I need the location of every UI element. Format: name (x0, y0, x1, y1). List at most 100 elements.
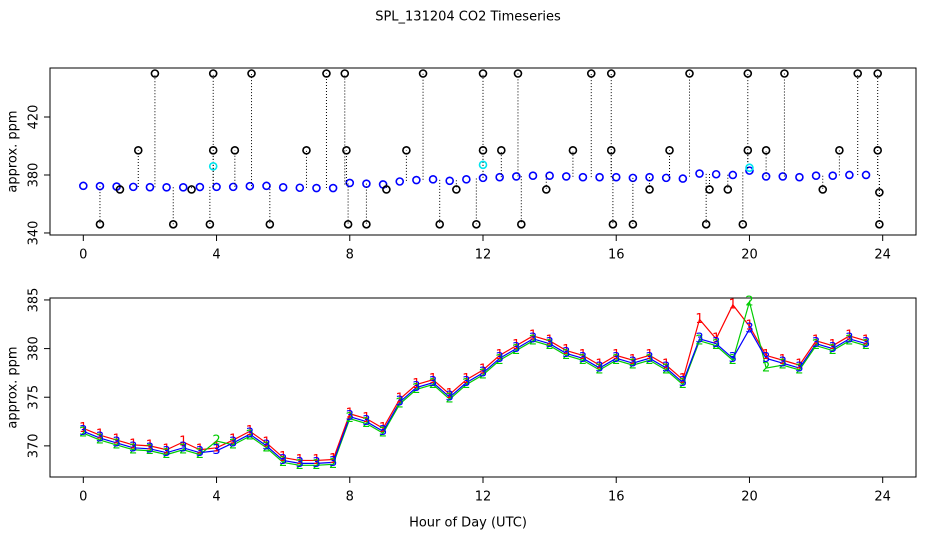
point-glyph: 3 (845, 331, 853, 346)
point-glyph: 3 (379, 424, 387, 439)
point-glyph: 3 (112, 435, 120, 450)
point-glyph: 3 (645, 351, 653, 366)
point (873, 69, 882, 78)
point-glyph: 2 (229, 437, 237, 452)
point-glyph: 1 (779, 353, 787, 368)
point-glyph: 3 (862, 336, 870, 351)
point-glyph: 2 (396, 397, 404, 412)
point-glyph: 3 (129, 440, 137, 455)
point (678, 174, 688, 183)
point-glyph: 2 (712, 338, 720, 353)
point-glyph: 1 (645, 348, 653, 363)
point-glyph: 2 (645, 353, 653, 368)
point-glyph: 1 (246, 424, 254, 439)
point (628, 219, 638, 229)
point-glyph: 3 (712, 336, 720, 351)
point (278, 183, 288, 192)
x-tick-label: 4 (212, 490, 220, 505)
point-glyph: 1 (479, 362, 487, 377)
point-glyph: 2 (296, 458, 304, 473)
point-glyph: 3 (96, 431, 104, 446)
point (228, 182, 238, 192)
point (208, 69, 218, 78)
point (606, 146, 616, 155)
point-glyph: 3 (246, 427, 254, 442)
point (208, 161, 218, 171)
point-glyph: 1 (112, 433, 120, 448)
point-glyph: 2 (745, 294, 753, 309)
point (472, 219, 481, 229)
point-glyph: 1 (446, 387, 454, 402)
point (541, 185, 551, 194)
point-glyph: 3 (462, 375, 470, 390)
point (262, 181, 271, 191)
point (133, 146, 143, 155)
y-tick-label: 370 (27, 433, 42, 458)
point (711, 169, 721, 179)
point-glyph: 3 (812, 336, 820, 351)
point (312, 183, 321, 193)
point (568, 146, 578, 155)
point-glyph: 1 (229, 433, 237, 448)
point-glyph: 2 (829, 343, 837, 358)
point (478, 146, 488, 155)
x-tick-label: 24 (874, 248, 891, 263)
point (761, 146, 771, 155)
point-glyph: 3 (312, 456, 320, 471)
point-glyph: 1 (595, 358, 603, 373)
point (645, 185, 654, 194)
point (295, 183, 305, 193)
point-glyph: 1 (762, 348, 770, 363)
point (513, 69, 523, 78)
point-glyph: 1 (545, 333, 553, 348)
point-glyph: 3 (362, 414, 370, 429)
point (595, 172, 604, 182)
point-glyph: 2 (545, 338, 553, 353)
point (695, 169, 704, 178)
point-glyph: 3 (429, 375, 437, 390)
y-tick-label: 380 (27, 163, 42, 188)
point-glyph: 2 (346, 411, 354, 426)
point-glyph: 1 (512, 338, 520, 353)
point (265, 219, 275, 229)
point (853, 69, 863, 78)
point-glyph: 1 (579, 348, 587, 363)
point-glyph: 2 (212, 434, 220, 449)
point-glyph: 3 (396, 395, 404, 410)
point (875, 219, 884, 229)
point-glyph: 2 (629, 358, 637, 373)
point-glyph: 1 (179, 434, 187, 449)
point (611, 172, 621, 182)
point-glyph: 2 (862, 338, 870, 353)
point-glyph: 2 (662, 362, 670, 377)
point (95, 219, 105, 229)
point (608, 219, 618, 229)
point-glyph: 3 (729, 351, 737, 366)
point (665, 146, 674, 155)
point-glyph: 3 (529, 331, 537, 346)
point (705, 185, 714, 194)
x-tick-label: 16 (608, 490, 625, 505)
point-glyph: 3 (795, 361, 803, 376)
point (745, 163, 754, 173)
point (452, 185, 461, 194)
point-glyph: 3 (829, 341, 837, 356)
point (343, 219, 353, 229)
point (478, 160, 488, 170)
chart-title: SPL_131204 CO2 Timeseries (375, 10, 561, 25)
point-glyph: 2 (529, 333, 537, 348)
y-axis-label: approx. ppm (6, 346, 21, 428)
point (115, 185, 125, 194)
point-glyph: 1 (529, 328, 537, 343)
point-glyph: 2 (246, 429, 254, 444)
point (743, 69, 753, 78)
x-tick-label: 8 (346, 490, 354, 505)
point-glyph: 1 (862, 333, 870, 348)
point-glyph: 1 (196, 442, 204, 457)
point-glyph: 1 (412, 377, 420, 392)
y-tick-label: 375 (27, 385, 42, 410)
point (187, 185, 196, 194)
point (561, 172, 571, 181)
point-glyph: 3 (545, 336, 553, 351)
point (362, 219, 371, 229)
